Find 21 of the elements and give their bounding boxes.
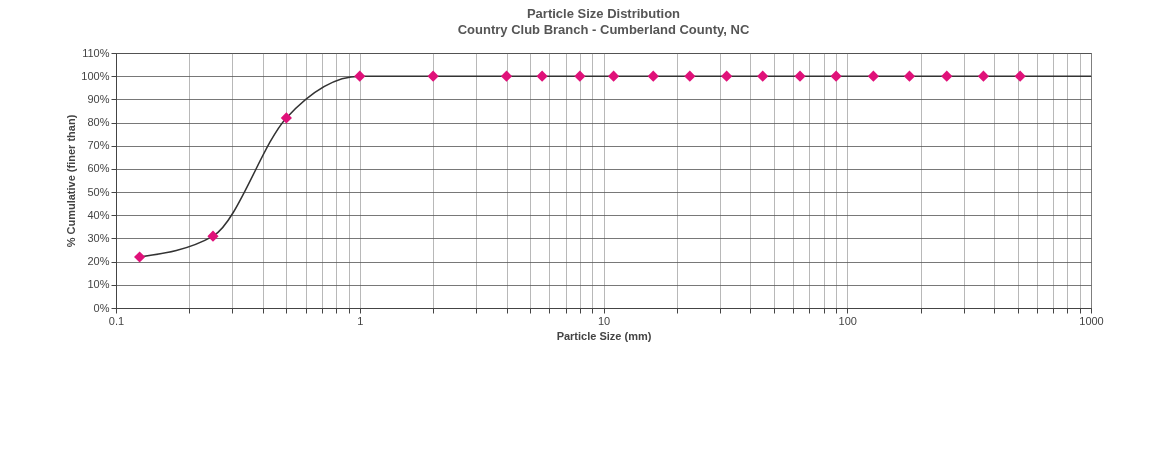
x-tick-label: 1 [357, 314, 364, 327]
y-tick-label: 0% [93, 301, 110, 314]
x-tick-label: 100 [838, 314, 857, 327]
x-tick-label: 0.1 [108, 314, 125, 327]
y-axis-title: % Cumulative (finer than) [65, 114, 78, 248]
x-tick-label: 1000 [1079, 314, 1104, 327]
y-tick-label: 10% [87, 278, 110, 291]
chart-title: Particle Size Distribution [526, 6, 681, 21]
x-axis-title: Particle Size (mm) [556, 329, 652, 342]
y-tick-label: 60% [87, 162, 110, 175]
y-tick-label: 80% [87, 116, 110, 129]
x-tick-label: 10 [597, 314, 611, 327]
y-tick-label: 90% [87, 92, 110, 105]
y-tick-label: 50% [87, 185, 110, 198]
y-tick-label: 20% [87, 255, 110, 268]
y-tick-label: 70% [87, 139, 110, 152]
y-tick-label: 30% [87, 231, 110, 244]
y-tick-label: 40% [87, 208, 110, 221]
chart-subtitle: Country Club Branch - Cumberland County, NC [457, 22, 750, 37]
y-tick-label: 100% [81, 69, 110, 82]
y-tick-label: 110% [82, 46, 110, 59]
